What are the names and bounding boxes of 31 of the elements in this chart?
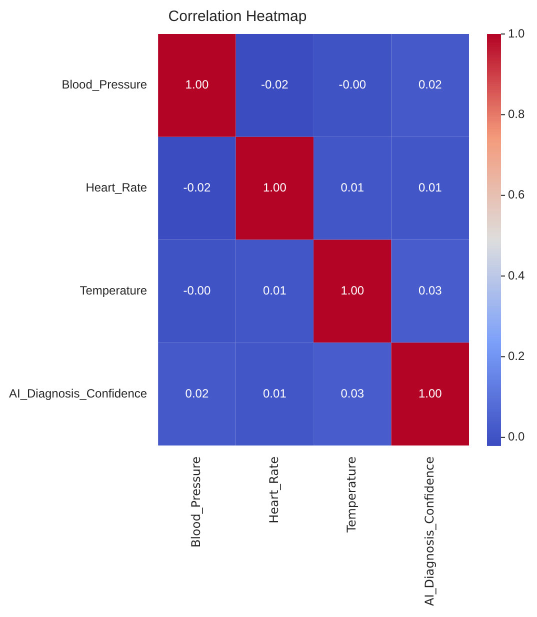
data-label: 0.02 <box>418 78 442 92</box>
chart-title: Correlation Heatmap <box>168 8 307 26</box>
data-label: 0.01 <box>340 180 364 195</box>
data-label: 0.02 <box>185 386 209 400</box>
data-label: 0.01 <box>263 386 287 400</box>
data-label: 0.01 <box>263 283 287 298</box>
color-bar-label: 0.2 <box>508 349 526 364</box>
x-tick-label: AI_Diagnosis_Confidence <box>422 456 436 606</box>
data-label: -0.02 <box>261 78 289 92</box>
color-bar-label: 0.6 <box>508 188 526 202</box>
data-label: 1.00 <box>185 78 209 92</box>
data-label: 1.00 <box>418 386 442 400</box>
color-bar-label: 1.0 <box>508 26 526 40</box>
data-label: 1.00 <box>263 180 287 195</box>
data-label: 0.01 <box>418 180 442 195</box>
x-tick-label: Temperature <box>344 456 359 534</box>
data-label: 0.03 <box>418 283 442 298</box>
y-tick-label: Temperature <box>80 283 148 298</box>
color-bar-label: 0.0 <box>508 430 526 444</box>
data-label: 0.03 <box>340 386 364 400</box>
y-tick-label: AI_Diagnosis_Confidence <box>8 386 148 400</box>
data-label: -0.02 <box>183 180 211 195</box>
y-tick-label: Blood_Pressure <box>62 78 148 92</box>
data-label: -0.00 <box>183 283 211 298</box>
color-bar-label: 0.4 <box>508 268 526 282</box>
x-tick-label: Blood_Pressure <box>189 456 204 548</box>
x-tick-label: Heart_Rate <box>266 456 281 524</box>
color-bar-label: 0.8 <box>508 106 526 121</box>
y-tick-label: Heart_Rate <box>86 180 148 195</box>
data-label: 1.00 <box>340 283 364 298</box>
data-label: -0.00 <box>338 78 366 92</box>
